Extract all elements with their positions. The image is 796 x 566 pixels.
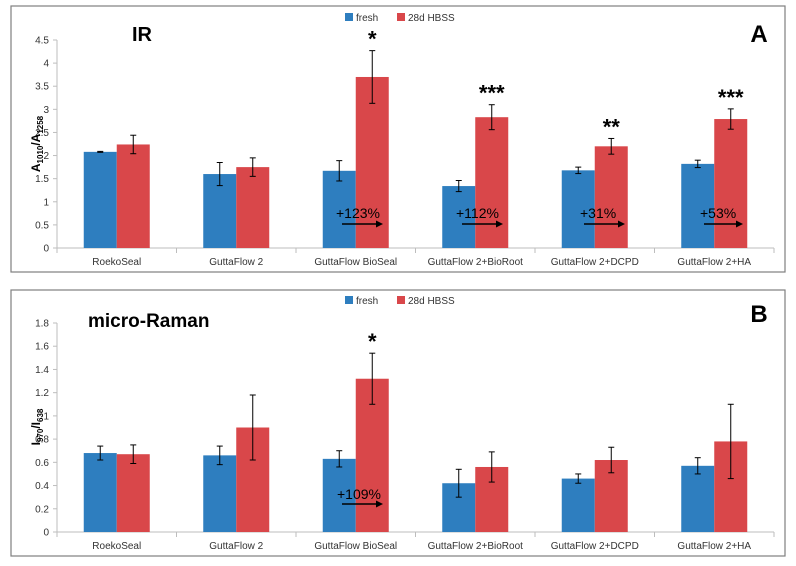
panel-a-y-label-subscript: 1010 [36, 145, 45, 163]
panel-a-y-label-part: A [29, 163, 43, 172]
panel-a-category-label: GuttaFlow 2+DCPD [551, 257, 639, 268]
panel-b-y-label-subscript: 970 [36, 428, 45, 442]
panel-a-bar-fresh [442, 186, 476, 248]
panel-b-legend: fresh 28d HBSS [345, 296, 455, 307]
panel-a-bar-fresh [681, 163, 715, 248]
panel-b-legend-label-hbss: 28d HBSS [408, 296, 455, 307]
panel-a-legend-swatch-fresh [345, 13, 353, 21]
panel-a-y-tick-label: 3 [43, 105, 49, 116]
panel-b-y-label-part: I [29, 442, 43, 445]
panel-a-y-tick-label: 2 [43, 151, 49, 162]
panel-a-y-tick-label: 0.5 [35, 220, 49, 231]
panel-a-bar-hbss [594, 146, 628, 248]
panel-b-bar-hbss [116, 454, 150, 532]
panel-b-y-tick-label: 0.8 [35, 435, 49, 446]
panel-b-bar-fresh [203, 455, 237, 532]
panel-a-change-label: +31% [580, 205, 616, 221]
panel-a-change-label: +53% [700, 205, 736, 221]
panel-b-arrow-head [376, 500, 383, 508]
panel-a-bar-hbss [714, 119, 748, 248]
panel-b-legend-swatch-fresh [345, 296, 353, 304]
panel-b-category-label: RoekoSeal [92, 541, 141, 552]
panel-a-y-tick-label: 1 [43, 197, 49, 208]
panel-a-change-label: +112% [456, 205, 499, 221]
panel-b-category-label: GuttaFlow BioSeal [314, 541, 397, 552]
panel-a-category-label: RoekoSeal [92, 257, 141, 268]
chart-panel-b: 0 0.2 0.4 0.6 0.8 1 1.2 1.4 1.6 1.8 RoekoSeal Gutta… [10, 289, 786, 557]
panel-a-y-tick-label: 4.5 [35, 36, 49, 47]
panel-a-legend-label-hbss: 28d HBSS [408, 13, 455, 24]
panel-b-bar-fresh [83, 453, 117, 532]
panel-b-y-label-subscript: 638 [36, 408, 45, 422]
panel-a-legend-label-fresh: fresh [356, 13, 378, 24]
panel-b-y-label-part: /I [29, 422, 43, 429]
panel-a-arrow-head [618, 220, 625, 228]
panel-a-bar-fresh [561, 170, 595, 248]
panel-b-y-tick-label: 0.2 [35, 504, 49, 515]
panel-b-y-tick-label: 1.6 [35, 342, 49, 353]
panel-a-category-label: GuttaFlow BioSeal [314, 257, 397, 268]
panel-a-bar-hbss [116, 144, 150, 248]
panel-a-y-tick-label: 3.5 [35, 82, 49, 93]
panel-b-bar-fresh [681, 465, 715, 532]
panel-a-y-label-subscript: 1258 [36, 115, 45, 133]
panel-a-legend-swatch-hbss [397, 13, 405, 21]
panel-b-bar-fresh [561, 478, 595, 532]
panel-a-arrow-head [736, 220, 743, 228]
panel-a-category-label: GuttaFlow 2+BioRoot [428, 257, 524, 268]
panel-a-significance-mark: *** [718, 85, 744, 110]
panel-a-bar-hbss [355, 76, 389, 248]
panel-a-arrow-head [376, 220, 383, 228]
panel-a-y-label-part: /A [29, 133, 43, 145]
panel-b-category-label: GuttaFlow 2+BioRoot [428, 541, 524, 552]
panel-b-legend-swatch-hbss [397, 296, 405, 304]
panel-a-change-label: +123% [336, 205, 380, 221]
panel-b-y-tick-label: 0.6 [35, 458, 49, 469]
panel-b-legend-label-fresh: fresh [356, 296, 378, 307]
panel-b-panel-label: B [750, 301, 767, 328]
panel-b-y-tick-label: 1 [43, 411, 49, 422]
panel-a-category-label: GuttaFlow 2 [209, 257, 263, 268]
panel-b-y-tick-label: 0 [43, 528, 49, 539]
panel-a-panel-label: A [750, 21, 767, 48]
panel-a-legend: fresh 28d HBSS [345, 13, 455, 24]
panel-a-bar-hbss [236, 167, 270, 248]
panel-a-significance-mark: *** [479, 81, 505, 106]
panel-a-y-axis-label: A1010/A1258 [29, 115, 45, 172]
panel-b-change-label: +109% [337, 486, 381, 502]
panel-a-y-tick-label: 1.5 [35, 174, 49, 185]
panel-b-y-axis-label: I970/I638 [29, 408, 45, 445]
panel-a-bar-fresh [203, 174, 237, 248]
panel-a-title: IR [132, 24, 153, 46]
panel-a-y-tick-label: 0 [43, 244, 49, 255]
panel-a-arrow-head [496, 220, 503, 228]
panel-a-bar-hbss [475, 117, 509, 249]
panel-b-title: micro-Raman [88, 311, 209, 332]
panel-b-y-tick-label: 0.4 [35, 481, 49, 492]
panel-a-y-tick-label: 4 [43, 59, 49, 70]
panel-b-bar-fresh [322, 458, 356, 532]
panel-a-significance-mark: ** [603, 114, 621, 139]
panel-a-significance-mark: * [368, 27, 377, 52]
panel-b-y-tick-label: 1.4 [35, 365, 49, 376]
panel-a-bar-fresh [322, 170, 356, 248]
panel-a-y-tick-label: 2.5 [35, 128, 49, 139]
panel-b-y-tick-label: 1.8 [35, 319, 49, 330]
chart-panel-a: 0 0.5 1 1.5 2 2.5 3 3.5 4 4.5 RoekoSeal GuttaFlow 2… [10, 5, 786, 273]
panel-a-category-label: GuttaFlow 2+HA [677, 257, 751, 268]
panel-b-category-label: GuttaFlow 2 [209, 541, 263, 552]
panel-a-bar-fresh [83, 151, 117, 248]
panel-b-y-tick-label: 1.2 [35, 388, 49, 399]
panel-b-category-label: GuttaFlow 2+HA [677, 541, 751, 552]
panel-b-category-label: GuttaFlow 2+DCPD [551, 541, 639, 552]
panel-b-significance-mark: * [368, 329, 377, 354]
